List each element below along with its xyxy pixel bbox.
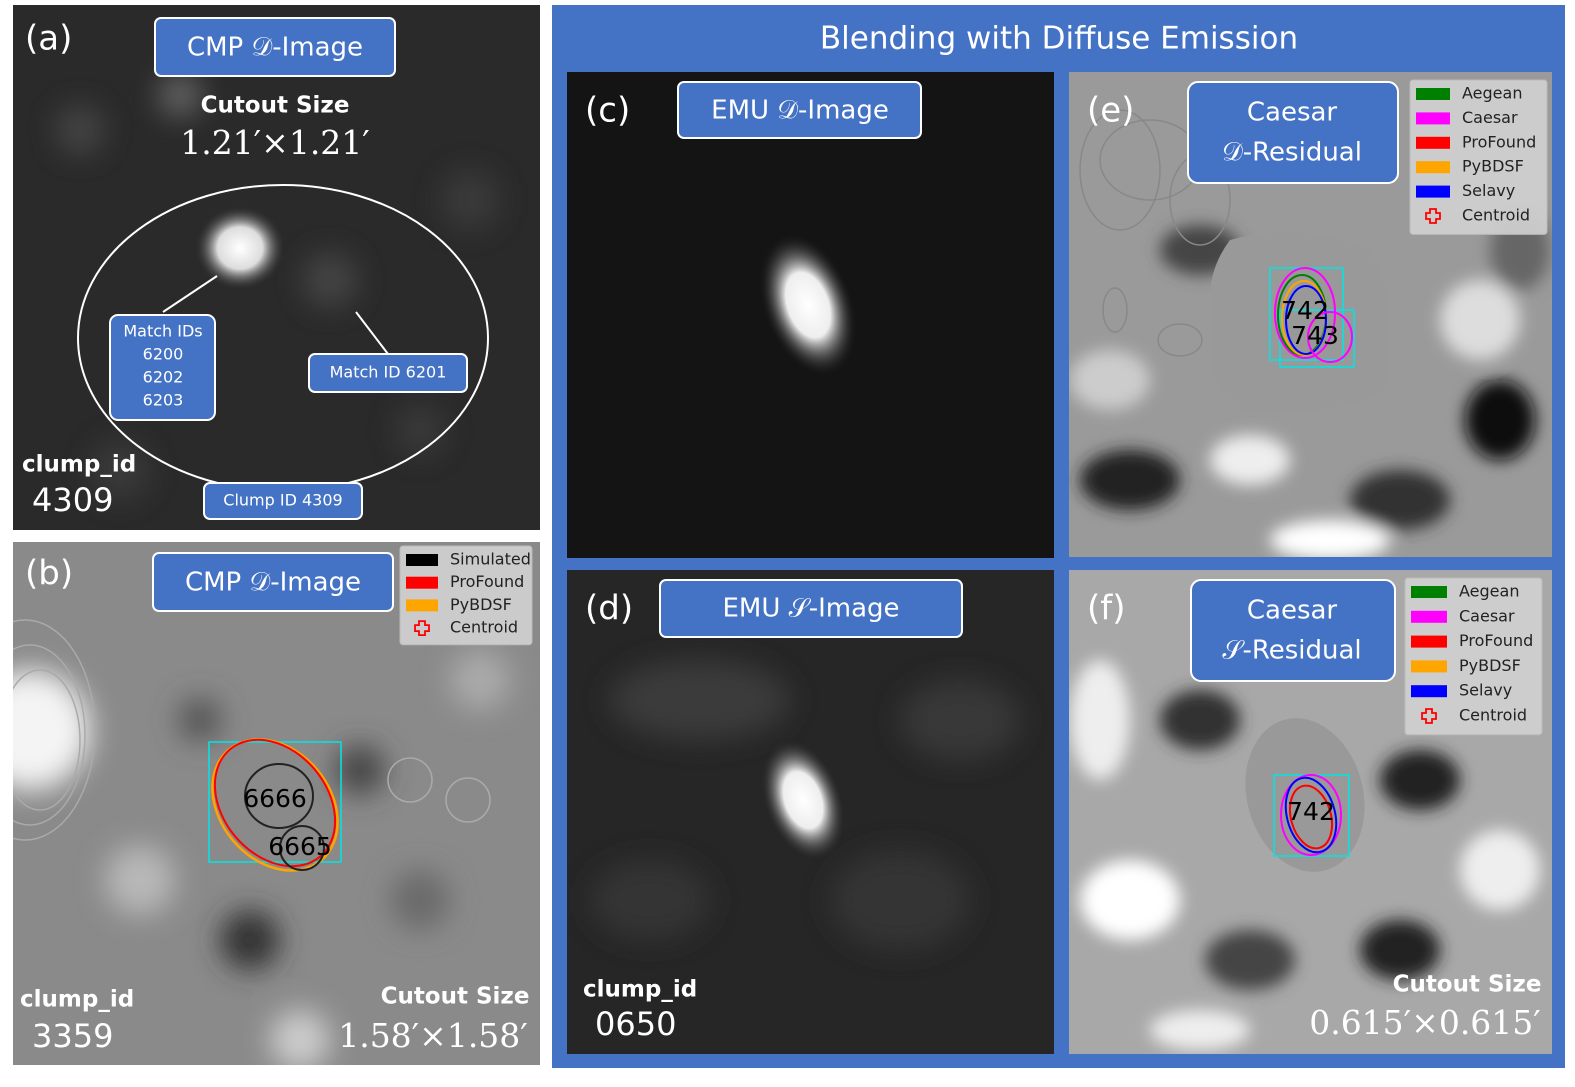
legend-swatch xyxy=(1416,112,1450,125)
cutout-label: Cutout Size xyxy=(201,93,350,119)
clump-id-label: clump_id xyxy=(583,977,697,1003)
legend-label: Selavy xyxy=(1462,181,1515,200)
panel-label: (f) xyxy=(1087,589,1126,629)
panel-d: (d) EMU 𝒮-Image clump_id 0650 xyxy=(567,570,1054,1054)
legend-label: Simulated xyxy=(450,550,531,569)
legend-label: PyBDSF xyxy=(1462,157,1524,176)
badge: 𝒟-Residual xyxy=(1222,138,1362,168)
legend: Aegean Caesar ProFound PyBDSF Selavy Centroid xyxy=(1404,577,1543,736)
panel-a: (a) CMP 𝒟-Image Cutout Size 1.21′×1.21′ … xyxy=(13,5,540,530)
panel-label: (c) xyxy=(585,91,630,131)
legend-marker xyxy=(414,620,430,636)
legend-swatch xyxy=(406,576,438,589)
legend-swatch xyxy=(1411,660,1447,673)
legend-swatch xyxy=(1416,136,1450,149)
legend-swatch xyxy=(406,554,438,566)
clump-id-label: clump_id xyxy=(20,987,134,1013)
legend-swatch xyxy=(1411,586,1447,598)
source-id: 6666 xyxy=(243,784,307,813)
panel-f: 742 (f) Caesar 𝒮-Residual Cutout Size 0.… xyxy=(1069,570,1552,1054)
legend-label: Aegean xyxy=(1462,84,1522,103)
callout: Match ID 6201 xyxy=(330,363,447,382)
legend-label: PyBDSF xyxy=(1459,656,1521,675)
legend-label: Caesar xyxy=(1459,606,1515,625)
legend-label: ProFound xyxy=(450,572,524,591)
badge: CMP 𝒟-Image xyxy=(185,568,361,598)
cutout-size: 1.58′×1.58′ xyxy=(338,1016,528,1055)
legend-swatch xyxy=(1416,161,1450,174)
badge: 𝒮-Residual xyxy=(1222,636,1361,666)
legend-label: PyBDSF xyxy=(450,595,512,614)
source-id: 742 xyxy=(1287,797,1335,826)
clump-id-label: clump_id xyxy=(22,452,136,478)
source-id: 742 xyxy=(1281,296,1329,325)
panel-label: (b) xyxy=(25,554,73,594)
panel-c: (c) EMU 𝒟-Image xyxy=(567,72,1054,558)
badge: Caesar xyxy=(1247,98,1338,128)
legend-label: Centroid xyxy=(1459,706,1527,725)
cutout-size: 1.21′×1.21′ xyxy=(180,123,370,162)
callout-title: Match IDs xyxy=(123,322,202,341)
legend-swatch xyxy=(1411,635,1447,648)
legend-marker xyxy=(1421,708,1437,724)
group-title: Blending with Diffuse Emission xyxy=(820,21,1298,57)
panel-label: (d) xyxy=(585,589,633,629)
legend-swatch xyxy=(1411,685,1447,698)
callout: Clump ID 4309 xyxy=(223,491,342,510)
match-id: 6203 xyxy=(143,391,184,410)
clump-id: 3359 xyxy=(32,1017,113,1055)
legend-label: Selavy xyxy=(1459,681,1512,700)
legend-box xyxy=(399,545,533,646)
cutout-label: Cutout Size xyxy=(1393,972,1542,998)
legend-label: ProFound xyxy=(1462,132,1536,151)
panel-label: (a) xyxy=(25,19,72,59)
legend-label: Centroid xyxy=(450,618,518,637)
legend-swatch xyxy=(1416,185,1450,198)
legend-swatch xyxy=(1411,610,1447,623)
badge: CMP 𝒟-Image xyxy=(187,33,363,63)
legend: Aegean Caesar ProFound PyBDSF Selavy Centroid xyxy=(1409,79,1548,235)
source-id: 743 xyxy=(1291,321,1339,350)
match-id: 6202 xyxy=(143,368,184,387)
clump-id: 4309 xyxy=(32,481,113,519)
cutout-size: 0.615′×0.615′ xyxy=(1309,1003,1541,1042)
legend-label: Caesar xyxy=(1462,108,1518,127)
badge: EMU 𝒮-Image xyxy=(722,594,899,624)
panel-label: (e) xyxy=(1087,91,1134,131)
source-id: 6665 xyxy=(268,832,332,861)
legend-label: Centroid xyxy=(1462,206,1530,225)
legend-marker xyxy=(1425,208,1441,224)
badge: EMU 𝒟-Image xyxy=(711,96,889,126)
panel-b: 6666 6665 (b) CMP 𝒟-Image clump_id 3359 … xyxy=(13,542,540,1065)
legend-swatch xyxy=(1416,88,1450,100)
match-id: 6200 xyxy=(143,345,184,364)
legend-label: Aegean xyxy=(1459,582,1519,601)
cutout-label: Cutout Size xyxy=(381,984,530,1010)
legend: Simulated ProFound PyBDSF Centroid xyxy=(399,545,533,646)
clump-id: 0650 xyxy=(595,1005,676,1043)
legend-swatch xyxy=(406,599,438,612)
legend-label: ProFound xyxy=(1459,631,1533,650)
badge: Caesar xyxy=(1247,596,1338,626)
